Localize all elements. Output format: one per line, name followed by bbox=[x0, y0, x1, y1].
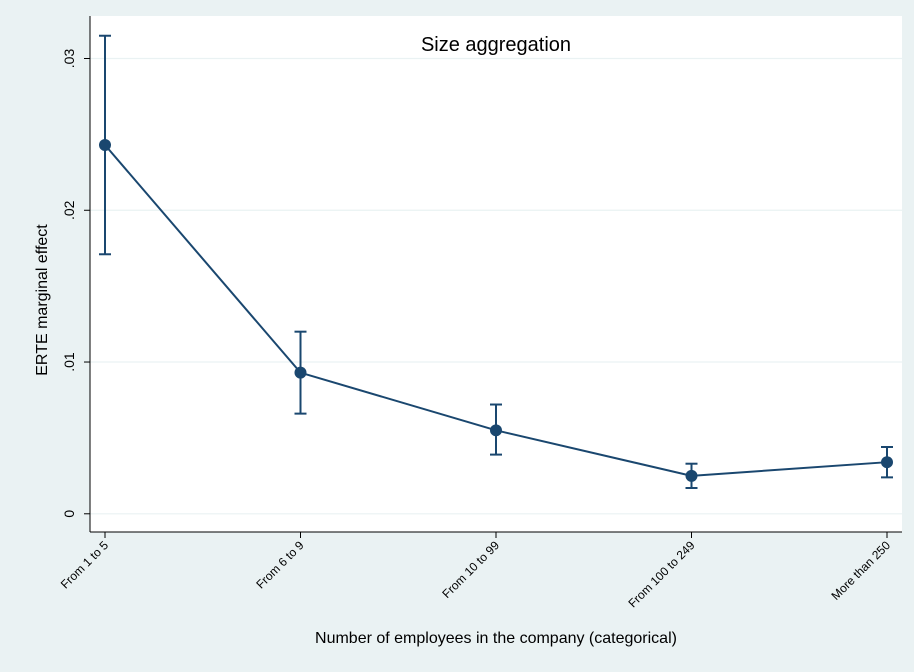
x-tick-label: From 100 to 249 bbox=[625, 538, 697, 610]
y-tick-label: 0 bbox=[61, 510, 77, 518]
x-tick-label: From 6 to 9 bbox=[253, 538, 307, 592]
y-axis-ticks: 0 .01 .02 .03 bbox=[61, 49, 90, 518]
y-tick-label: .02 bbox=[61, 200, 77, 220]
data-point bbox=[685, 469, 698, 482]
data-point bbox=[294, 366, 307, 379]
data-point bbox=[881, 456, 893, 469]
chart-title: Size aggregation bbox=[421, 34, 571, 56]
y-tick-label: .03 bbox=[61, 49, 77, 69]
x-axis-label: Number of employees in the company (cate… bbox=[315, 630, 677, 647]
data-point bbox=[490, 424, 502, 437]
data-point bbox=[99, 139, 111, 151]
gridlines bbox=[90, 57, 902, 515]
data-points bbox=[99, 139, 893, 482]
x-tick-label: More than 250 bbox=[828, 538, 893, 603]
y-tick-label: .01 bbox=[61, 352, 77, 372]
x-axis-ticks: From 1 to 5 From 6 to 9 From 10 to 99 From … bbox=[58, 532, 893, 610]
y-axis-label: ERTE marginal effect bbox=[34, 224, 51, 376]
x-tick-label: From 1 to 5 bbox=[58, 538, 112, 592]
x-tick-label: From 10 to 99 bbox=[439, 538, 502, 601]
